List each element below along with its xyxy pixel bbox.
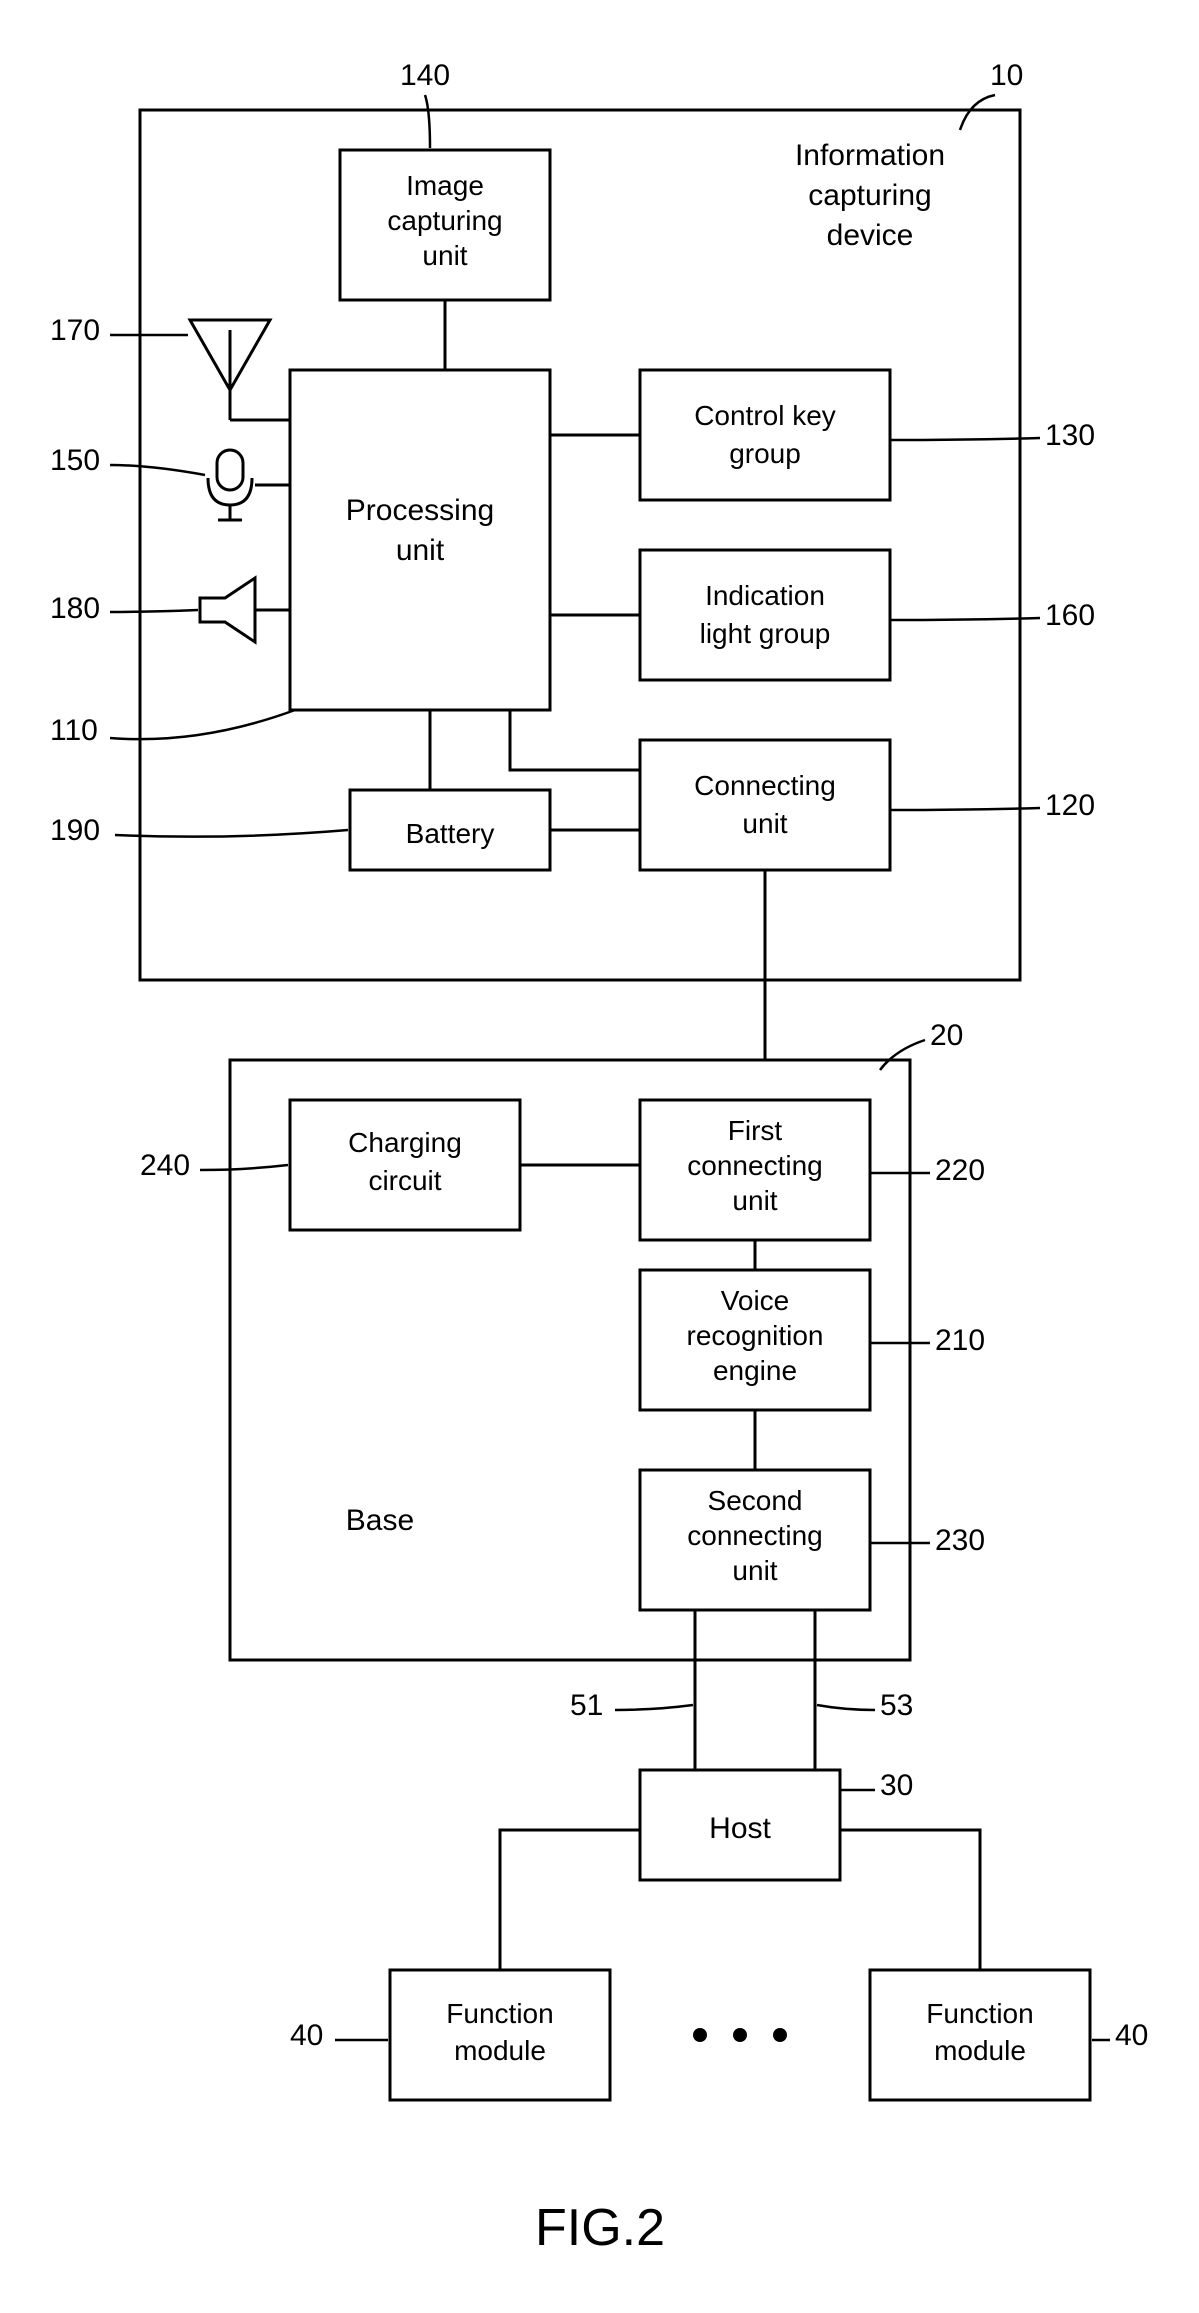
proc-l2: unit <box>396 534 445 567</box>
base-title: Base <box>346 1504 414 1537</box>
ref-190: 190 <box>50 814 100 847</box>
figure-caption: FIG.2 <box>535 2199 665 2257</box>
conn-l1: Connecting <box>694 770 836 801</box>
fml-l2: module <box>454 2035 546 2066</box>
ref-40-r: 40 <box>1115 2019 1148 2052</box>
fml-l1: Function <box>446 1998 553 2029</box>
ref-30: 30 <box>880 1769 913 1802</box>
vr-l2: recognition <box>687 1320 824 1351</box>
block-control-key-group <box>640 370 890 500</box>
vr-l1: Voice <box>721 1285 790 1316</box>
ref-120: 120 <box>1045 789 1095 822</box>
fc-l3: unit <box>732 1185 777 1216</box>
wire-host-fm-left <box>500 1830 640 1970</box>
block-indication-light-group <box>640 550 890 680</box>
chg-l2: circuit <box>368 1165 441 1196</box>
ref-180: 180 <box>50 592 100 625</box>
ellipsis-dots <box>693 2028 787 2042</box>
lead-51 <box>615 1705 693 1710</box>
block-connecting-unit <box>640 740 890 870</box>
ctrl-l2: group <box>729 438 801 469</box>
diagram-canvas: Information capturing device 10 Image ca… <box>0 0 1199 2313</box>
ref-110: 110 <box>50 714 98 747</box>
ref-40-l: 40 <box>290 2019 323 2052</box>
ref-210: 210 <box>935 1324 985 1357</box>
img-cap-l2: capturing <box>387 205 502 236</box>
img-cap-l1: Image <box>406 170 484 201</box>
ref-53: 53 <box>880 1689 913 1722</box>
ref-140: 140 <box>400 59 450 92</box>
sc-l1: Second <box>708 1485 803 1516</box>
ref-130: 130 <box>1045 419 1095 452</box>
conn-l2: unit <box>742 808 787 839</box>
ref-51: 51 <box>570 1689 603 1722</box>
ref-230: 230 <box>935 1524 985 1557</box>
ref-20: 20 <box>930 1019 963 1052</box>
fmr-l2: module <box>934 2035 1026 2066</box>
lead-180 <box>110 610 198 612</box>
img-cap-l3: unit <box>422 240 467 271</box>
host-l1: Host <box>709 1812 771 1845</box>
proc-l1: Processing <box>346 494 494 527</box>
ind-l2: light group <box>700 618 831 649</box>
device-title-l3: device <box>827 219 914 252</box>
ind-l1: Indication <box>705 580 825 611</box>
chg-l1: Charging <box>348 1127 462 1158</box>
ref-10: 10 <box>990 59 1023 92</box>
device-title-l2: capturing <box>808 179 931 212</box>
wire-host-fm-right <box>840 1830 980 1970</box>
fc-l2: connecting <box>687 1150 822 1181</box>
ref-220: 220 <box>935 1154 985 1187</box>
fc-l1: First <box>728 1115 783 1146</box>
ref-170: 170 <box>50 314 100 347</box>
sc-l2: connecting <box>687 1520 822 1551</box>
vr-l3: engine <box>713 1355 797 1386</box>
ctrl-l1: Control key <box>694 400 836 431</box>
batt-l1: Battery <box>406 818 495 849</box>
sc-l3: unit <box>732 1555 777 1586</box>
fmr-l1: Function <box>926 1998 1033 2029</box>
device-title-l1: Information <box>795 139 945 172</box>
ref-160: 160 <box>1045 599 1095 632</box>
ref-240: 240 <box>140 1149 190 1182</box>
lead-53 <box>817 1705 875 1710</box>
ref-150: 150 <box>50 444 100 477</box>
